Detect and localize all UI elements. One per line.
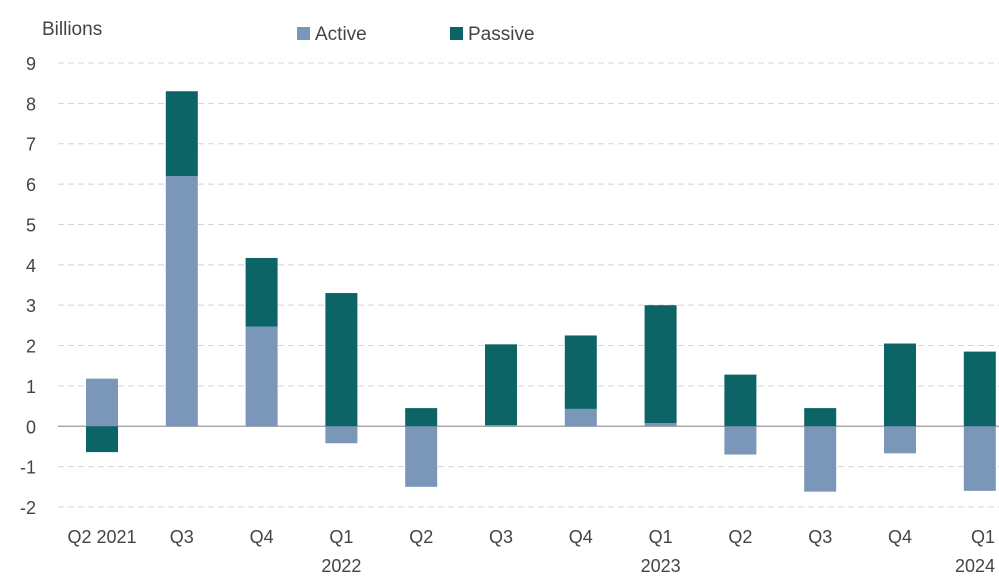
bar-active	[963, 426, 996, 491]
legend-swatch-passive	[450, 27, 463, 40]
bar-active	[804, 426, 837, 492]
bar-passive	[804, 408, 837, 427]
bar-active	[405, 426, 438, 487]
x-tick-label: Q4	[569, 527, 593, 547]
y-axis-unit-label: Billions	[42, 19, 102, 40]
x-tick-label: Q3	[170, 527, 194, 547]
bar-active	[245, 326, 278, 427]
x-tick-label: Q1	[971, 527, 995, 547]
x-axis-tick-labels: Q2 2021 Q3 Q4 Q1 2022 Q2 Q3 Q4 Q1 2023 Q2 Q3 Q4 Q1 202…	[67, 527, 995, 576]
legend-label-passive: Passive	[468, 24, 535, 45]
bar-active	[644, 423, 677, 427]
y-tick-label: 1	[26, 377, 36, 397]
x-tick-label: Q4	[888, 527, 912, 547]
legend-swatch-active	[297, 27, 310, 40]
y-tick-label: 0	[26, 417, 36, 437]
y-tick-label: 2	[26, 337, 36, 357]
bar-active	[485, 425, 517, 427]
legend: Active Passive	[297, 24, 535, 45]
x-tick-label: Q2 2021	[67, 527, 136, 547]
x-tick-label: Q2	[409, 527, 433, 547]
bar-passive	[165, 91, 198, 177]
y-tick-label: -1	[20, 458, 36, 478]
bar-passive	[724, 374, 757, 427]
bar-passive	[245, 257, 278, 327]
y-axis-tick-labels: -2 -1 0 1 2 3 4 5 6 7 8 9	[20, 54, 36, 518]
bar-active	[724, 426, 757, 455]
bar-active	[165, 176, 198, 427]
bar-active	[564, 408, 597, 427]
bar-passive	[884, 343, 916, 427]
bar-passive	[325, 293, 358, 427]
x-tick-label: Q4	[250, 527, 274, 547]
bar-passive	[485, 344, 517, 426]
bar-passive	[86, 426, 118, 453]
x-tick-label: 2023	[641, 556, 681, 576]
gridlines	[58, 62, 999, 508]
y-tick-label: 4	[26, 256, 36, 276]
y-tick-label: -2	[20, 498, 36, 518]
y-tick-label: 9	[26, 54, 36, 74]
x-tick-label: 2022	[321, 556, 361, 576]
bar-active	[325, 426, 358, 444]
bar-passive	[564, 335, 597, 409]
bar-passive	[963, 351, 996, 427]
y-tick-label: 5	[26, 215, 36, 235]
x-tick-label: Q1	[649, 527, 673, 547]
x-tick-label: Q3	[489, 527, 513, 547]
bars	[86, 91, 996, 492]
legend-label-active: Active	[315, 24, 367, 45]
y-tick-label: 3	[26, 296, 36, 316]
y-tick-label: 8	[26, 94, 36, 114]
bar-active	[86, 378, 118, 427]
x-tick-label: Q1	[329, 527, 353, 547]
bar-active	[884, 426, 916, 454]
bar-passive	[405, 408, 438, 427]
x-tick-label: 2024	[955, 556, 995, 576]
x-tick-label: Q3	[808, 527, 832, 547]
x-tick-label: Q2	[728, 527, 752, 547]
y-tick-label: 6	[26, 175, 36, 195]
y-tick-label: 7	[26, 135, 36, 155]
bar-passive	[644, 305, 677, 424]
